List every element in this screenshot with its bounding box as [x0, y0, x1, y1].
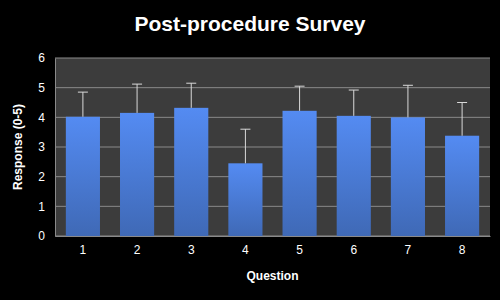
x-tick-label: 4	[242, 243, 249, 257]
error-line	[299, 86, 300, 111]
error-line	[407, 85, 408, 117]
bar	[283, 111, 317, 236]
x-axis-line	[56, 236, 491, 237]
error-line	[137, 84, 138, 113]
error-line	[245, 129, 246, 163]
plot: 0 1 2 3 4 5 6 1 2 3 4 5 6 7 8	[38, 51, 490, 256]
error-cap	[457, 102, 467, 103]
error-line	[353, 90, 354, 116]
error-cap	[78, 92, 88, 93]
bar	[391, 117, 425, 236]
bar	[337, 116, 371, 236]
x-tick: 2	[134, 236, 141, 257]
error-bar	[186, 83, 196, 108]
bar	[174, 108, 208, 236]
error-cap	[132, 84, 142, 85]
bar	[445, 136, 479, 236]
x-tick: 6	[350, 236, 357, 257]
y-tick-label: 4	[38, 111, 45, 125]
x-tick: 4	[242, 236, 249, 257]
error-bar	[132, 84, 142, 113]
background	[0, 0, 500, 300]
y-tick: 4	[38, 111, 55, 125]
x-tick-label: 5	[296, 243, 303, 257]
x-tick: 3	[188, 236, 195, 257]
y-tick: 1	[38, 200, 55, 214]
error-cap	[240, 129, 250, 130]
y-tick-label: 2	[38, 170, 45, 184]
x-tick-label: 1	[80, 243, 87, 257]
error-line	[82, 92, 83, 117]
y-axis-title: Response (0-5)	[11, 104, 25, 190]
x-tick: 5	[296, 236, 303, 257]
x-tick-label: 8	[459, 243, 466, 257]
grid-line	[55, 87, 490, 88]
error-line	[191, 83, 192, 108]
title: Post-procedure Survey	[134, 12, 365, 35]
y-axis: 0 1 2 3 4 5 6	[38, 51, 55, 243]
error-line	[462, 103, 463, 136]
x-tick: 7	[405, 236, 412, 257]
y-tick-label: 0	[38, 229, 45, 243]
bar	[228, 163, 262, 236]
plot-area	[55, 58, 490, 236]
x-tick: 8	[459, 236, 466, 257]
y-tick: 5	[38, 81, 55, 95]
y-tick-label: 1	[38, 200, 45, 214]
error-cap	[186, 83, 196, 84]
error-bar	[349, 90, 359, 116]
error-bar	[295, 86, 305, 111]
error-bar	[403, 85, 413, 117]
y-tick: 2	[38, 170, 55, 184]
bar	[66, 117, 100, 236]
error-bar	[240, 129, 250, 163]
x-tick-label: 3	[188, 243, 195, 257]
marks	[66, 83, 479, 236]
grid-line	[55, 58, 490, 59]
y-tick-label: 6	[38, 51, 45, 65]
error-cap	[403, 85, 413, 86]
grid	[55, 58, 490, 236]
x-tick-label: 6	[350, 243, 357, 257]
chart: 0 1 2 3 4 5 6 1 2 3 4 5 6 7 8 Post-procedure Survey Ques…	[0, 0, 500, 300]
y-tick-label: 3	[38, 140, 45, 154]
error-cap	[295, 86, 305, 87]
x-tick: 1	[80, 236, 87, 257]
y-tick: 3	[38, 140, 55, 154]
error-bar	[457, 103, 467, 136]
x-axis: 1 2 3 4 5 6 7 8	[56, 236, 491, 257]
x-tick-label: 7	[405, 243, 412, 257]
bar	[120, 113, 154, 236]
y-axis-line	[55, 59, 56, 237]
y-tick: 0	[38, 229, 55, 243]
y-tick-label: 5	[38, 81, 45, 95]
error-bar	[78, 92, 88, 117]
x-tick-label: 2	[134, 243, 141, 257]
x-axis-title: Question	[246, 269, 298, 283]
y-tick: 6	[38, 51, 55, 65]
error-cap	[349, 90, 359, 91]
